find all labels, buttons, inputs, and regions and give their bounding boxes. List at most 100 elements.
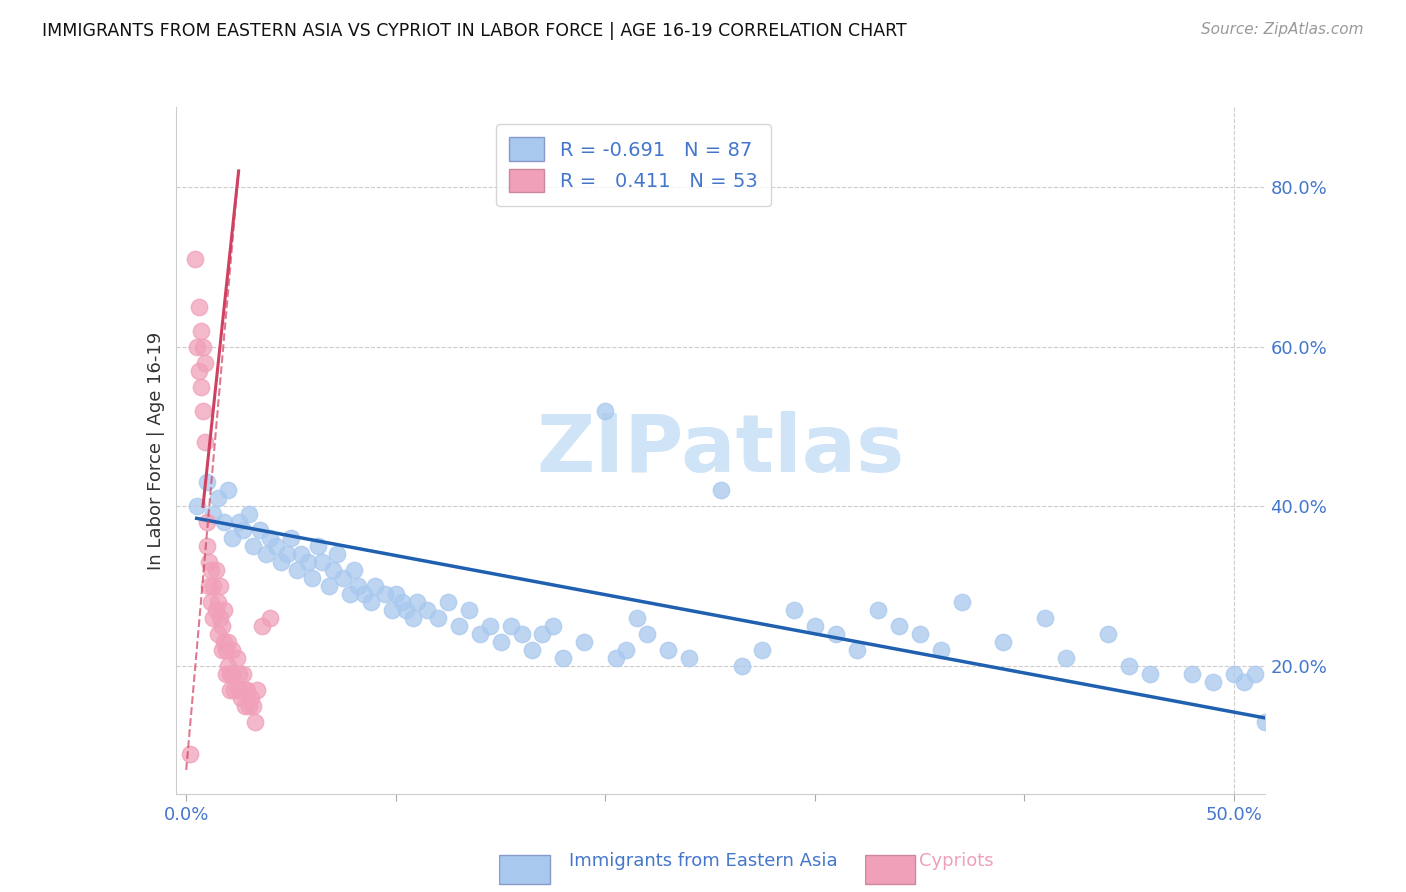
Point [908, 627, 931, 641]
Point [212, 516, 235, 530]
FancyBboxPatch shape [499, 855, 550, 884]
Text: ZIPatlas: ZIPatlas [537, 411, 904, 490]
Point [614, 643, 637, 657]
Point [207, 491, 229, 506]
Point [929, 643, 952, 657]
Point [266, 539, 288, 553]
Point [183, 252, 205, 266]
Point [229, 691, 252, 706]
Point [242, 539, 264, 553]
Point [751, 643, 773, 657]
Point [238, 699, 260, 714]
Point [215, 643, 238, 657]
Point [179, 747, 201, 761]
Point [212, 635, 235, 649]
Point [347, 579, 370, 593]
Point [236, 683, 259, 698]
Point [245, 714, 267, 729]
Point [374, 587, 396, 601]
Point [232, 667, 254, 681]
Point [221, 667, 243, 681]
Point [207, 595, 229, 609]
Point [468, 627, 491, 641]
Point [204, 603, 226, 617]
Point [186, 340, 208, 354]
Point [270, 555, 292, 569]
Point [426, 611, 449, 625]
Point [307, 539, 329, 553]
Point [381, 603, 404, 617]
Text: Immigrants from Eastern Asia: Immigrants from Eastern Asia [568, 852, 838, 870]
Point [1035, 611, 1057, 625]
Point [219, 667, 242, 681]
Point [541, 619, 564, 633]
Point [195, 539, 218, 553]
Text: Source: ZipAtlas.com: Source: ZipAtlas.com [1201, 22, 1364, 37]
Point [195, 475, 218, 490]
Point [364, 579, 387, 593]
Point [595, 403, 617, 417]
Point [233, 699, 256, 714]
Point [228, 683, 250, 698]
Point [240, 691, 263, 706]
Point [246, 683, 269, 698]
Point [254, 547, 277, 561]
Point [405, 595, 427, 609]
Point [824, 627, 846, 641]
Point [574, 635, 596, 649]
Point [208, 611, 231, 625]
Point [353, 587, 375, 601]
Point [285, 563, 308, 577]
Point [845, 643, 868, 657]
Point [553, 651, 575, 665]
Point [993, 635, 1015, 649]
Point [207, 627, 229, 641]
Point [204, 563, 226, 577]
Point [221, 531, 243, 545]
Point [217, 659, 239, 673]
Point [198, 555, 221, 569]
Point [510, 627, 533, 641]
Point [391, 595, 413, 609]
Point [730, 659, 752, 673]
Point [290, 547, 312, 561]
Point [225, 651, 247, 665]
Text: IMMIGRANTS FROM EASTERN ASIA VS CYPRIOT IN LABOR FORCE | AGE 16-19 CORRELATION C: IMMIGRANTS FROM EASTERN ASIA VS CYPRIOT … [42, 22, 907, 40]
Point [709, 483, 731, 498]
Point [228, 516, 250, 530]
Point [194, 435, 217, 450]
Point [217, 635, 239, 649]
Point [190, 379, 212, 393]
Point [186, 500, 208, 514]
Point [1118, 659, 1140, 673]
Point [437, 595, 460, 609]
Point [259, 531, 281, 545]
Point [322, 563, 344, 577]
Point [531, 627, 554, 641]
Point [395, 603, 418, 617]
Point [195, 516, 218, 530]
Point [343, 563, 366, 577]
Point [194, 356, 217, 370]
Point [211, 643, 233, 657]
Point [636, 627, 658, 641]
Point [202, 508, 225, 522]
Point [384, 587, 406, 601]
Point [219, 683, 242, 698]
Point [339, 587, 361, 601]
Point [1223, 667, 1246, 681]
Point [626, 611, 648, 625]
Point [783, 603, 806, 617]
Point [191, 340, 214, 354]
Point [224, 683, 246, 698]
Point [232, 524, 254, 538]
Point [211, 619, 233, 633]
Point [200, 595, 222, 609]
Point [401, 611, 423, 625]
Point [416, 603, 439, 617]
Point [191, 403, 214, 417]
Point [887, 619, 910, 633]
Point [866, 603, 889, 617]
Point [233, 683, 256, 698]
Text: Cypriots: Cypriots [918, 852, 994, 870]
